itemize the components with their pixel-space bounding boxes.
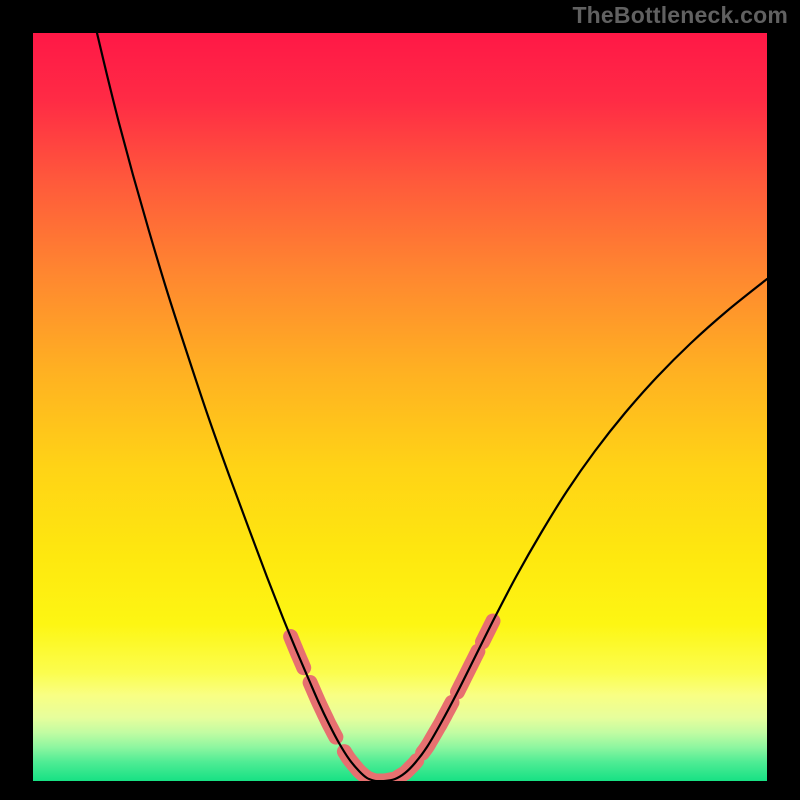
chart-frame: TheBottleneck.com <box>0 0 800 800</box>
gradient-background <box>33 33 767 781</box>
watermark-text: TheBottleneck.com <box>572 2 788 29</box>
plot-area <box>33 33 767 781</box>
plot-svg <box>33 33 767 781</box>
